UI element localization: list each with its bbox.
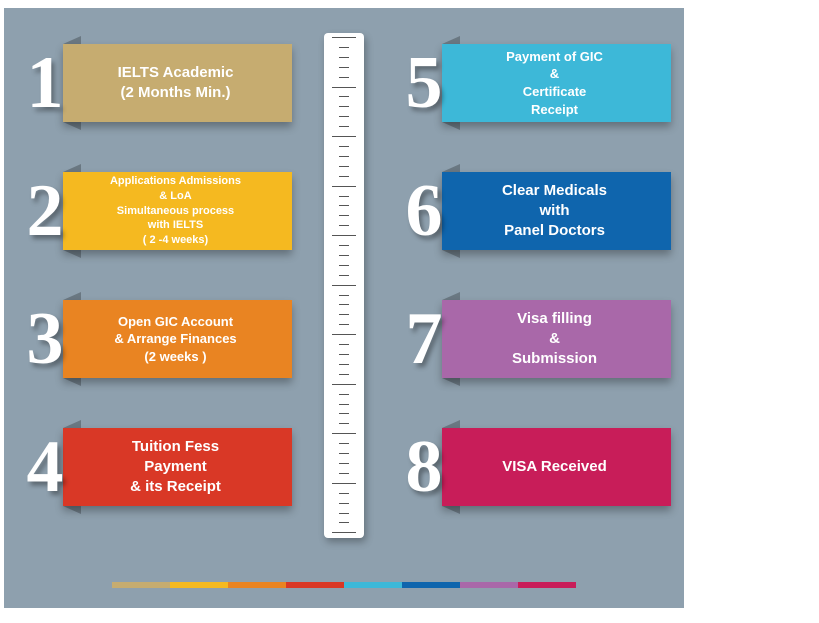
ruler-tick-minor [339, 265, 349, 266]
step-number: 6 [396, 174, 452, 248]
step-text: VISA Received [502, 457, 607, 477]
footer-seg-2 [170, 582, 228, 588]
ruler-tick-minor [339, 255, 349, 256]
ruler-tick-major [332, 384, 356, 385]
ruler-tick-minor [339, 67, 349, 68]
footer-seg-7 [460, 582, 518, 588]
step-text: Tuition Fess Payment & its Receipt [130, 437, 221, 498]
ruler-tick-major [332, 37, 356, 38]
ruler-tick-minor [339, 493, 349, 494]
ruler-tick-minor [339, 176, 349, 177]
step-number: 5 [396, 46, 452, 120]
ruler-tick-minor [339, 166, 349, 167]
step-2: 2 Applications Admissions & LoA Simultane… [17, 161, 292, 261]
step-text: Payment of GIC & Certificate Receipt [506, 48, 603, 118]
footer-seg-3 [228, 582, 286, 588]
ruler-tick-major [332, 483, 356, 484]
ruler-tick-minor [339, 196, 349, 197]
ruler-tick-minor [339, 205, 349, 206]
left-column: 1 IELTS Academic (2 Months Min.) 2 Applicat… [17, 33, 292, 538]
step-number: 1 [17, 46, 73, 120]
step-number: 8 [396, 430, 452, 504]
ruler-tick-major [332, 334, 356, 335]
ruler-tick-minor [339, 374, 349, 375]
step-banner: Visa filling & Submission [442, 300, 671, 378]
ruler-tick-minor [339, 275, 349, 276]
step-4: 4 Tuition Fess Payment & its Receipt [17, 417, 292, 517]
step-text: Clear Medicals with Panel Doctors [502, 181, 607, 242]
ruler-tick-major [332, 87, 356, 88]
ruler-tick-major [332, 136, 356, 137]
step-banner: Open GIC Account & Arrange Finances (2 w… [63, 300, 292, 378]
step-1: 1 IELTS Academic (2 Months Min.) [17, 33, 292, 133]
ruler-tick-minor [339, 47, 349, 48]
footer-seg-4 [286, 582, 344, 588]
infographic-canvas: 1 IELTS Academic (2 Months Min.) 2 Applicat… [4, 8, 684, 608]
ruler-tick-minor [339, 344, 349, 345]
step-8: 8 VISA Received [396, 417, 671, 517]
ruler-tick-minor [339, 413, 349, 414]
ruler-tick-minor [339, 522, 349, 523]
step-number: 7 [396, 302, 452, 376]
ruler-tick-minor [339, 443, 349, 444]
ruler-tick-minor [339, 463, 349, 464]
ruler-tick-minor [339, 245, 349, 246]
ruler-tick-minor [339, 453, 349, 454]
ruler-tick-major [332, 235, 356, 236]
ruler-tick-minor [339, 77, 349, 78]
ruler-tick-minor [339, 116, 349, 117]
step-3: 3 Open GIC Account & Arrange Finances (2 … [17, 289, 292, 389]
ruler-tick-major [332, 186, 356, 187]
step-text: Visa filling & Submission [512, 309, 597, 370]
ruler-tick-minor [339, 57, 349, 58]
ruler-tick-minor [339, 215, 349, 216]
ruler-tick-minor [339, 126, 349, 127]
step-number: 2 [17, 174, 73, 248]
step-banner: VISA Received [442, 428, 671, 506]
ruler-tick-major [332, 285, 356, 286]
footer-seg-1 [112, 582, 170, 588]
ruler-tick-minor [339, 314, 349, 315]
step-banner: Applications Admissions & LoA Simultaneo… [63, 172, 292, 250]
step-text: IELTS Academic (2 Months Min.) [118, 63, 234, 104]
ruler-tick-minor [339, 96, 349, 97]
step-banner: Clear Medicals with Panel Doctors [442, 172, 671, 250]
ruler-tick-major [332, 532, 356, 533]
step-7: 7 Visa filling & Submission [396, 289, 671, 389]
footer-seg-5 [344, 582, 402, 588]
footer-color-strip [112, 582, 576, 588]
ruler-tick-minor [339, 394, 349, 395]
step-banner: Tuition Fess Payment & its Receipt [63, 428, 292, 506]
step-banner: Payment of GIC & Certificate Receipt [442, 44, 671, 122]
ruler-tick-minor [339, 503, 349, 504]
footer-seg-6 [402, 582, 460, 588]
ruler-tick-major [332, 433, 356, 434]
step-6: 6 Clear Medicals with Panel Doctors [396, 161, 671, 261]
ruler-tick-minor [339, 156, 349, 157]
ruler-tick-minor [339, 295, 349, 296]
ruler-tick-minor [339, 304, 349, 305]
step-5: 5 Payment of GIC & Certificate Receipt [396, 33, 671, 133]
ruler-tick-minor [339, 354, 349, 355]
center-ruler [324, 33, 364, 538]
columns-wrapper: 1 IELTS Academic (2 Months Min.) 2 Applicat… [4, 8, 684, 538]
ruler-tick-minor [339, 225, 349, 226]
footer-seg-8 [518, 582, 576, 588]
step-banner: IELTS Academic (2 Months Min.) [63, 44, 292, 122]
ruler-tick-minor [339, 324, 349, 325]
ruler-tick-minor [339, 106, 349, 107]
right-column: 5 Payment of GIC & Certificate Receipt 6 Cl… [396, 33, 671, 538]
ruler-tick-minor [339, 404, 349, 405]
ruler-tick-minor [339, 473, 349, 474]
step-text: Open GIC Account & Arrange Finances (2 w… [114, 313, 236, 366]
step-text: Applications Admissions & LoA Simultaneo… [110, 174, 241, 248]
ruler-tick-minor [339, 146, 349, 147]
ruler-tick-minor [339, 423, 349, 424]
step-number: 4 [17, 430, 73, 504]
step-number: 3 [17, 302, 73, 376]
ruler-tick-minor [339, 513, 349, 514]
ruler-tick-minor [339, 364, 349, 365]
